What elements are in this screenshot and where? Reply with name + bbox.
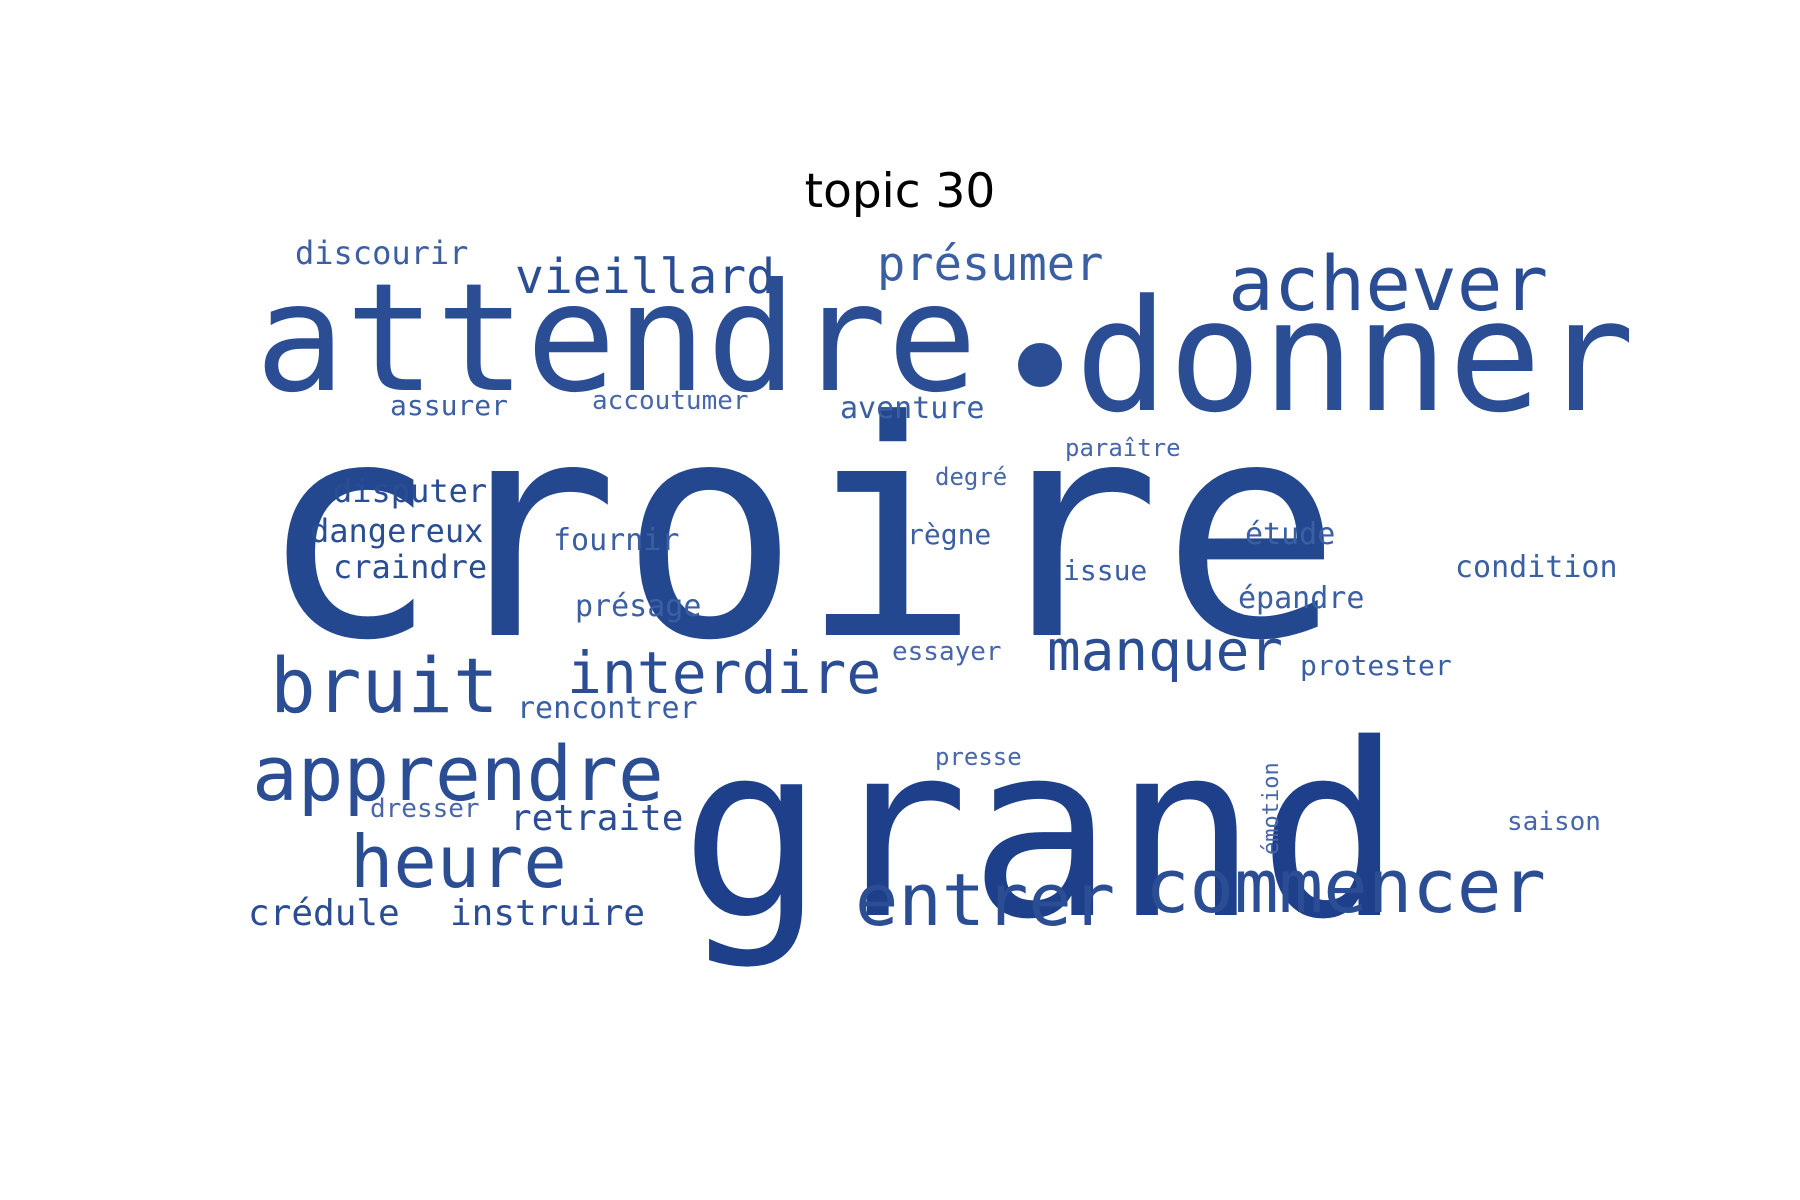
- word-étude: étude: [1245, 517, 1335, 552]
- word-dangereux: dangereux: [310, 512, 483, 550]
- word-essayer: essayer: [892, 637, 1002, 667]
- word-manquer: manquer: [1047, 619, 1283, 684]
- word-saison: saison: [1507, 807, 1601, 837]
- word-présumer: présumer: [877, 237, 1103, 292]
- word-rencontrer: rencontrer: [517, 691, 698, 726]
- word-retraite: retraite: [510, 798, 683, 839]
- word-présage: présage: [575, 589, 701, 624]
- word-donner: donner: [1075, 266, 1635, 447]
- word-interdire: interdire: [567, 639, 881, 707]
- word-paraître: paraître: [1065, 434, 1181, 462]
- word-épandre: épandre: [1238, 581, 1364, 616]
- word-crédule: crédule: [248, 893, 400, 934]
- word-émotion: émotion: [1259, 762, 1284, 855]
- chart-title: topic 30: [804, 164, 996, 219]
- word-disputer: disputer: [333, 472, 487, 510]
- word-attendre: attendre: [255, 252, 977, 426]
- word-issue: issue: [1063, 554, 1147, 587]
- word-instruire: instruire: [450, 893, 645, 934]
- word-croire: croire: [258, 357, 1342, 706]
- word-condition: condition: [1455, 550, 1618, 585]
- word-commencer: commencer: [1145, 844, 1546, 930]
- dot-mark: [1018, 343, 1062, 387]
- word-heure: heure: [350, 820, 567, 904]
- word-accoutumer: accoutumer: [592, 386, 749, 416]
- word-règne: règne: [907, 518, 991, 551]
- word-presse: presse: [935, 743, 1022, 771]
- word-discourir: discourir: [295, 234, 468, 272]
- word-dresser: dresser: [370, 794, 480, 824]
- word-protester: protester: [1300, 649, 1452, 682]
- word-entrer: entrer: [855, 858, 1115, 942]
- word-craindre: craindre: [333, 548, 487, 586]
- word-assurer: assurer: [390, 389, 508, 422]
- word-vieillard: vieillard: [515, 249, 775, 305]
- word-achever: achever: [1228, 239, 1548, 328]
- word-grand: grand: [680, 692, 1402, 972]
- word-bruit: bruit: [270, 641, 499, 730]
- word-aventure: aventure: [840, 391, 985, 426]
- word-fournir: fournir: [553, 523, 679, 558]
- word-apprendre: apprendre: [252, 729, 664, 818]
- word-degré: degré: [935, 463, 1007, 491]
